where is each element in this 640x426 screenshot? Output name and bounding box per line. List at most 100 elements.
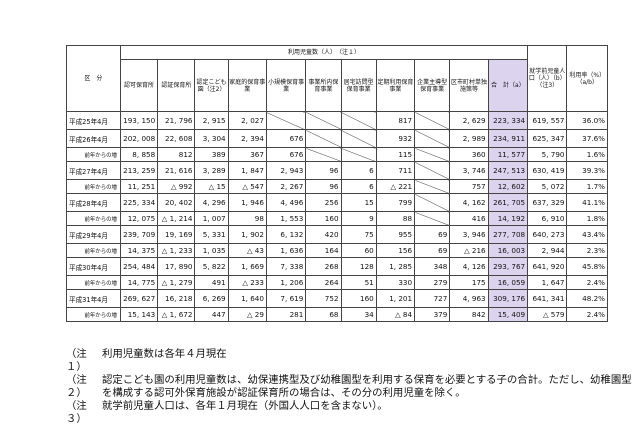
table-cell: 75 <box>340 225 377 244</box>
table-cell: 1, 946 <box>227 193 267 212</box>
table-cell: 842 <box>449 307 489 322</box>
header-col-13: 利用率（%）（a/b） <box>566 45 608 112</box>
table-cell: 1.7% <box>566 179 608 194</box>
table-cell <box>265 111 307 130</box>
table-cell: 34 <box>340 307 377 322</box>
row-label-year: 平成27年4月 <box>66 161 121 180</box>
header-col-2: 認証保育所 <box>157 59 196 112</box>
table-cell: 279 <box>414 275 451 290</box>
table-cell: 223, 334 <box>487 111 529 130</box>
table-cell: △ 43 <box>227 243 267 258</box>
table-cell: 641, 920 <box>527 257 568 276</box>
table-cell: 45.8% <box>566 257 608 276</box>
table-row: 平成29年4月 239, 709 19, 169 5, 331 1, 902 6, 132… <box>66 225 608 244</box>
row-label-change: 前年からの増 <box>66 275 121 290</box>
header-col-10: 区市町村単独施策等 <box>449 59 489 112</box>
table-cell: 1, 647 <box>527 275 568 290</box>
table-cell: 1, 201 <box>375 289 416 308</box>
header-col-7: 居宅訪問型保育事業 <box>340 59 377 112</box>
table-cell: 1, 007 <box>194 211 229 226</box>
table-cell: 932 <box>375 129 416 148</box>
table-cell: 213, 259 <box>119 161 159 180</box>
table-cell: 619, 557 <box>527 111 568 130</box>
table-cell <box>414 179 451 194</box>
table-cell: 16, 003 <box>487 243 529 258</box>
table-cell: 277, 708 <box>487 225 529 244</box>
table-cell: 3, 746 <box>449 161 489 180</box>
table-cell: △ 216 <box>449 243 489 258</box>
table-cell: △ 547 <box>227 179 267 194</box>
table-row: 前年からの増 8, 858 812 389 367 676 115 360 11, 577 5, … <box>66 147 608 162</box>
table-cell: 676 <box>265 129 307 148</box>
table-cell: 799 <box>375 193 416 212</box>
row-label-year: 平成28年4月 <box>66 193 121 212</box>
table-row: 前年からの増 14, 775 △ 1, 279 491 △ 233 1, 206 264 51… <box>66 275 608 290</box>
table-cell: 1, 902 <box>227 225 267 244</box>
table-cell: 164 <box>305 243 342 258</box>
table-cell: △ 1, 214 <box>157 211 196 226</box>
table-cell: 202, 008 <box>119 129 159 148</box>
table-cell: 2.4% <box>566 307 608 322</box>
table-cell: 115 <box>375 147 416 162</box>
table-row: 平成28年4月 225, 334 20, 402 4, 296 1, 946 4, 496… <box>66 193 608 212</box>
table-cell: 4, 496 <box>265 193 307 212</box>
table-cell: 4, 963 <box>449 289 489 308</box>
table-cell: 9 <box>340 211 377 226</box>
table-cell: 955 <box>375 225 416 244</box>
table-cell <box>414 193 451 212</box>
table-cell: 14, 192 <box>487 211 529 226</box>
table-cell: △ 15 <box>194 179 229 194</box>
table-row: 前年からの増 12, 075 △ 1, 214 1, 007 98 1, 553 160 9 8… <box>66 211 608 226</box>
table-cell: 11, 251 <box>119 179 159 194</box>
note-item: （注２） 認定こども園の利用児童数は、幼保連携型及び幼稚園型を利用する保育を必要と… <box>66 374 636 400</box>
table-cell: 256 <box>305 193 342 212</box>
table-cell: 5, 790 <box>527 147 568 162</box>
table-cell: 21, 616 <box>157 161 196 180</box>
table-cell: 261, 705 <box>487 193 529 212</box>
table-cell: △ 221 <box>375 179 416 194</box>
table-cell: 11, 577 <box>487 147 529 162</box>
table-cell: 15, 143 <box>119 307 159 322</box>
table-cell: 447 <box>194 307 229 322</box>
table-cell: 637, 329 <box>527 193 568 212</box>
table-cell: 17, 890 <box>157 257 196 276</box>
table-cell: 420 <box>305 225 342 244</box>
row-label-year: 平成29年4月 <box>66 225 121 244</box>
table-cell: 641, 341 <box>527 289 568 308</box>
table-cell: 19, 169 <box>157 225 196 244</box>
row-label-year: 平成30年4月 <box>66 257 121 276</box>
table-cell: 6, 269 <box>194 289 229 308</box>
table-cell: 15 <box>340 193 377 212</box>
table-cell: 1, 206 <box>265 275 307 290</box>
table-cell: 330 <box>375 275 416 290</box>
table-cell: 175 <box>449 275 489 290</box>
header-col-11: 合 計（a） <box>487 59 529 112</box>
table-cell: 51 <box>340 275 377 290</box>
table-cell: 5, 072 <box>527 179 568 194</box>
table-cell: 3, 946 <box>449 225 489 244</box>
table-cell: 6 <box>340 179 377 194</box>
notes-section: （注１） 利用児童数は各年４月現在 （注２） 認定こども園の利用児童数は、幼保連携型及… <box>66 348 636 426</box>
table-cell: 39.3% <box>566 161 608 180</box>
table-cell: 268 <box>305 257 342 276</box>
table-cell: 1.8% <box>566 211 608 226</box>
table-cell: △ 233 <box>227 275 267 290</box>
row-label-year: 平成26年4月 <box>66 129 121 148</box>
table-cell: 2.3% <box>566 243 608 258</box>
row-label-change: 前年からの増 <box>66 243 121 258</box>
table-cell: 1, 640 <box>227 289 267 308</box>
table-row: 平成26年4月 202, 008 22, 608 3, 304 2, 394 676 932… <box>66 129 608 148</box>
table-cell: 3, 289 <box>194 161 229 180</box>
table-row: 前年からの増 15, 143 △ 1, 672 447 △ 29 281 68 34 △ 84 3… <box>66 307 608 322</box>
table-cell: 234, 911 <box>487 129 529 148</box>
table-cell: 625, 347 <box>527 129 568 148</box>
table-cell: 269, 627 <box>119 289 159 308</box>
table-cell: 4, 162 <box>449 193 489 212</box>
table-cell: 367 <box>227 147 267 162</box>
table-row: 前年からの増 14, 375 △ 1, 233 1, 035 △ 43 1, 636 164… <box>66 243 608 258</box>
header-col-3: 認定こども園（注2） <box>194 59 229 112</box>
table-cell: 757 <box>449 179 489 194</box>
table-cell: 264 <box>305 275 342 290</box>
table-cell: 12, 075 <box>119 211 159 226</box>
table-cell: 812 <box>157 147 196 162</box>
